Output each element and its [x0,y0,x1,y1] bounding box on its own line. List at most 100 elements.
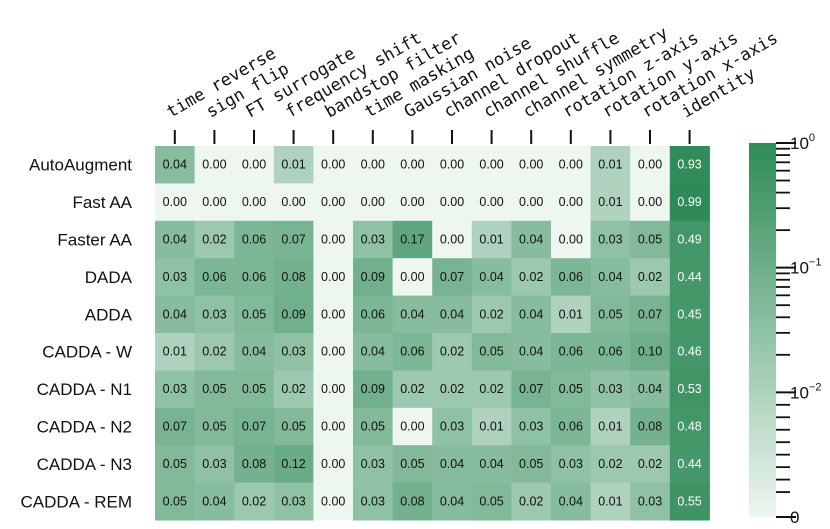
heatmap-cell [273,370,314,409]
cell-value-label: 0.01 [598,494,622,508]
heatmap-cell [471,146,512,184]
heatmap-cell [590,220,631,259]
heatmap-cell [194,445,235,484]
heatmap-cell [630,482,671,521]
heatmap-cell [392,220,433,259]
cell-value-label: 0.00 [321,420,345,434]
heatmap-cell [669,220,710,259]
cell-value-label: 0.07 [440,270,464,284]
cell-value-label: 0.00 [321,494,345,508]
heatmap-cell [551,370,592,409]
heatmap-cell [155,146,196,184]
heatmap-cell [234,295,275,334]
colorbar-tick-label: 100 [790,132,815,153]
cell-value-label: 0.05 [638,233,662,247]
heatmap-cell [590,407,631,446]
cell-value-label: 0.04 [440,494,464,508]
heatmap-cell [511,183,552,222]
heatmap-cell [511,333,552,371]
cell-value-label: 0.00 [559,233,583,247]
cell-value-label: 0.06 [242,270,266,284]
cell-value-label: 0.00 [321,457,345,471]
cell-value-label: 0.05 [202,382,226,396]
cell-value-label: 0.04 [519,345,543,359]
cell-value-label: 0.00 [479,195,503,209]
heatmap-cell [551,445,592,484]
heatmap-cell [273,445,314,484]
heatmap-cell [392,407,433,446]
heatmap-cell [590,183,631,222]
heatmap-cell [432,445,473,484]
heatmap-cell [155,445,196,484]
cell-value-label: 0.05 [163,494,187,508]
cell-value-label: 0.03 [519,420,543,434]
heatmap-cell [155,295,196,334]
cell-value-label: 0.03 [638,494,662,508]
heatmap-cell [432,482,473,521]
heatmap-cell [392,333,433,371]
heatmap-cell [471,407,512,446]
heatmap-cell [471,333,512,371]
heatmap-cell [471,258,512,297]
cell-value-label: 0.46 [677,345,701,359]
cell-value-label: 0.00 [202,195,226,209]
cell-value-label: 0.55 [677,494,701,508]
cell-value-label: 0.00 [519,195,543,209]
row-label-fast-aa: Fast AA [72,193,132,212]
heatmap-cell [511,370,552,409]
heatmap-cell [194,370,235,409]
cell-value-label: 0.04 [479,457,503,471]
heatmap-cell [392,146,433,184]
heatmap-cell [155,183,196,222]
heatmap-cell [551,146,592,184]
heatmap-cell [669,146,710,184]
heatmap-cell [630,370,671,409]
heatmap-cell [313,445,354,484]
cell-value-label: 0.08 [400,494,424,508]
cell-value-label: 0.04 [440,307,464,321]
row-label-cadda-n3: CADDA - N3 [37,455,132,474]
cell-value-label: 0.00 [321,158,345,172]
heatmap-cell [313,370,354,409]
cell-value-label: 0.06 [559,420,583,434]
heatmap-cell [471,445,512,484]
heatmap-cell [234,333,275,371]
cell-value-label: 0.05 [242,307,266,321]
heatmap-cell [590,295,631,334]
cell-value-label: 0.03 [163,270,187,284]
cell-value-label: 0.04 [638,382,662,396]
cell-value-label: 0.01 [559,307,583,321]
cell-value-label: 0.04 [202,494,226,508]
heatmap-cell [155,407,196,446]
cell-value-label: 0.06 [202,270,226,284]
cell-value-label: 0.00 [321,307,345,321]
cell-value-label: 0.03 [598,382,622,396]
cell-value-label: 0.04 [440,457,464,471]
cell-value-label: 0.00 [321,270,345,284]
cell-value-label: 0.04 [479,270,503,284]
heatmap-cell [273,183,314,222]
cell-value-label: 0.00 [321,233,345,247]
heatmap-cell [234,370,275,409]
cell-value-label: 0.05 [163,457,187,471]
heatmap-cell [590,445,631,484]
cell-value-label: 0.01 [479,420,503,434]
heatmap-cell [432,146,473,184]
cell-value-label: 0.07 [163,420,187,434]
heatmap-cell [155,258,196,297]
cell-value-label: 0.02 [400,382,424,396]
cell-value-label: 0.00 [559,195,583,209]
cell-value-label: 0.05 [361,420,385,434]
heatmap-cell [669,482,710,521]
cell-value-label: 0.53 [677,382,701,396]
heatmap-cell [392,183,433,222]
cell-value-label: 0.09 [361,270,385,284]
cell-value-label: 0.02 [519,494,543,508]
heatmap-cell [669,183,710,222]
cell-value-label: 0.03 [202,457,226,471]
cell-value-label: 0.03 [202,307,226,321]
heatmap-cell [590,333,631,371]
cell-value-label: 0.01 [163,345,187,359]
colorbar: 100 10−1 10−2 0 [749,132,821,527]
heatmap-cell [234,482,275,521]
